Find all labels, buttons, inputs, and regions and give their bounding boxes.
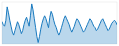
plot-frame: [2, 2, 117, 44]
area-fill: [2, 4, 117, 44]
chart: [0, 0, 119, 46]
line: [2, 4, 117, 43]
plot-area: [2, 4, 117, 44]
